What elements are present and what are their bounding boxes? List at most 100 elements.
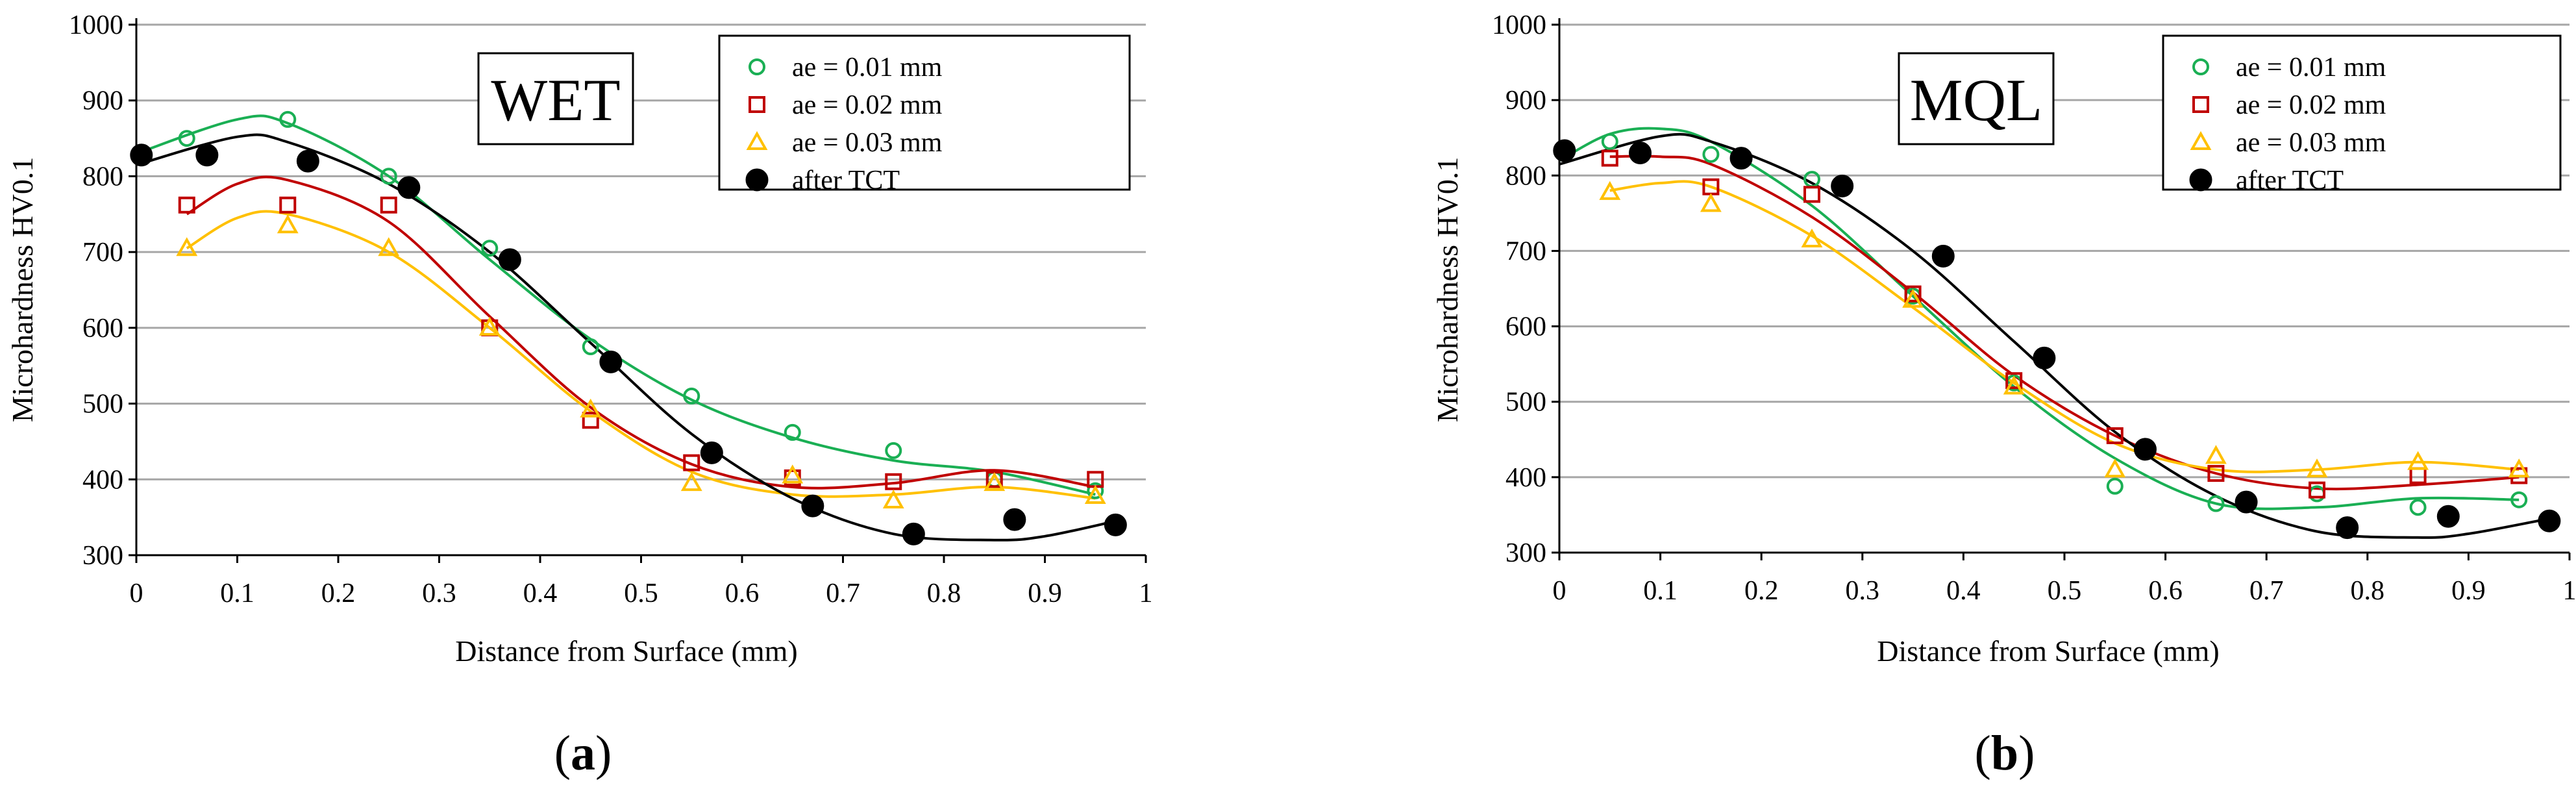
data-point [1902, 288, 1924, 308]
data-point [1601, 133, 1618, 151]
panel-caption: (a) [554, 726, 612, 781]
y-tick-label: 600 [1505, 312, 1546, 342]
data-point [2106, 427, 2124, 444]
legend-marker [749, 96, 765, 113]
legend-marker [2192, 58, 2209, 75]
data-point [279, 196, 297, 214]
data-point [683, 387, 700, 405]
data-point [580, 398, 602, 418]
data-point [2205, 445, 2227, 464]
data-point [2409, 467, 2427, 484]
data-point [176, 237, 198, 256]
trendline-2 [1609, 180, 2520, 473]
x-tick-label: 0.2 [1744, 576, 1779, 606]
x-tick-label: 0.9 [2451, 576, 2486, 606]
data-point [2309, 481, 2325, 499]
data-point [397, 176, 421, 199]
x-axis-label: Distance from Surface (mm) [1877, 634, 2220, 668]
data-point [1084, 484, 1106, 504]
data-points [130, 110, 1127, 545]
x-tick-label: 0 [130, 579, 143, 608]
trendline-2 [186, 210, 1096, 500]
data-point [178, 196, 195, 214]
data-point [2538, 509, 2561, 532]
x-tick-label: 1 [1139, 579, 1153, 608]
trendline-3 [1559, 132, 2550, 539]
x-tick-label: 0.7 [826, 579, 860, 608]
x-tick-label: 0.8 [2351, 576, 2385, 606]
trendlines [1559, 127, 2550, 539]
x-tick-label: 0.3 [1846, 576, 1880, 606]
panel-caption-letter: b [1991, 726, 2018, 781]
y-tick-label: 700 [1505, 236, 1546, 266]
x-tick-label: 0.5 [624, 579, 658, 608]
legend-label: after TCT [2236, 166, 2344, 195]
x-tick-label: 0.5 [2048, 576, 2082, 606]
y-axis-label: Microhardness HV0.1 [6, 157, 39, 423]
data-point [885, 473, 902, 490]
panel-tag: WET [491, 67, 620, 133]
data-point [984, 472, 1006, 492]
data-point [1628, 141, 1652, 164]
data-point [2409, 499, 2427, 516]
legend-marker [2190, 131, 2212, 150]
data-point [882, 489, 904, 508]
axes [1552, 18, 2571, 560]
data-point [2336, 516, 2359, 540]
y-tick-label: 400 [82, 465, 123, 495]
x-tick-label: 0.1 [1643, 576, 1678, 606]
x-tick-label: 0.2 [321, 579, 356, 608]
x-tick-label: 0.4 [1946, 576, 1981, 606]
tick-labels: 300 400 500 600 700 800 900 1000 0 0.1 0.2 0.3 0.4 0.… [1492, 10, 2576, 606]
chart-panel-wet: 300 400 500 600 700 800 900 1000 0 0.1 0.2 0.3 0.4 0.… [6, 10, 1153, 781]
x-tick-label: 0.1 [220, 579, 254, 608]
data-point [902, 522, 925, 545]
legend-marker [745, 168, 769, 192]
data-point [1599, 181, 1621, 200]
data-point [2133, 438, 2157, 461]
data-point [378, 237, 400, 256]
data-point [2508, 458, 2530, 478]
trendline-1 [1609, 155, 2520, 491]
panel-tag-box: WET [477, 52, 634, 145]
data-point [782, 464, 804, 484]
data-point [498, 248, 521, 271]
x-tick-label: 0.6 [725, 579, 760, 608]
data-point [2207, 465, 2225, 482]
y-tick-label: 300 [82, 541, 123, 571]
y-tick-label: 600 [82, 314, 123, 344]
y-tick-label: 300 [1505, 538, 1546, 568]
legend: ae = 0.01 mm ae = 0.02 mm ae = 0.03 mm afte… [718, 34, 1131, 195]
data-point [380, 196, 397, 214]
gridlines [136, 23, 1146, 481]
y-tick-label: 800 [82, 162, 123, 192]
data-point [277, 214, 299, 234]
data-point [2003, 375, 2025, 395]
x-axis-label: Distance from Surface (mm) [455, 634, 798, 668]
data-point [2005, 372, 2023, 390]
y-tick-label: 800 [1505, 161, 1546, 191]
data-point [380, 168, 397, 185]
data-point [1087, 482, 1104, 499]
legend: ae = 0.01 mm ae = 0.02 mm ae = 0.03 mm afte… [2162, 34, 2562, 195]
legend-marker [2192, 96, 2209, 113]
x-tick-label: 0.3 [422, 579, 456, 608]
y-tick-label: 700 [82, 238, 123, 268]
legend-label: ae = 0.01 mm [2236, 53, 2386, 82]
data-point [130, 144, 153, 167]
data-point [680, 472, 702, 492]
data-point [885, 442, 902, 459]
x-tick-label: 0.7 [2249, 576, 2284, 606]
data-point [801, 494, 824, 518]
data-point [2436, 505, 2460, 528]
legend-label: ae = 0.03 mm [2236, 128, 2386, 158]
data-point [784, 423, 801, 441]
x-tick-label: 0.8 [927, 579, 961, 608]
legend-marker [2189, 168, 2212, 192]
legend-label: ae = 0.01 mm [792, 53, 943, 82]
data-point [700, 441, 723, 464]
data-point [279, 110, 297, 128]
data-point [1904, 285, 1922, 303]
data-point [1104, 513, 1127, 536]
data-point [1729, 147, 1753, 170]
